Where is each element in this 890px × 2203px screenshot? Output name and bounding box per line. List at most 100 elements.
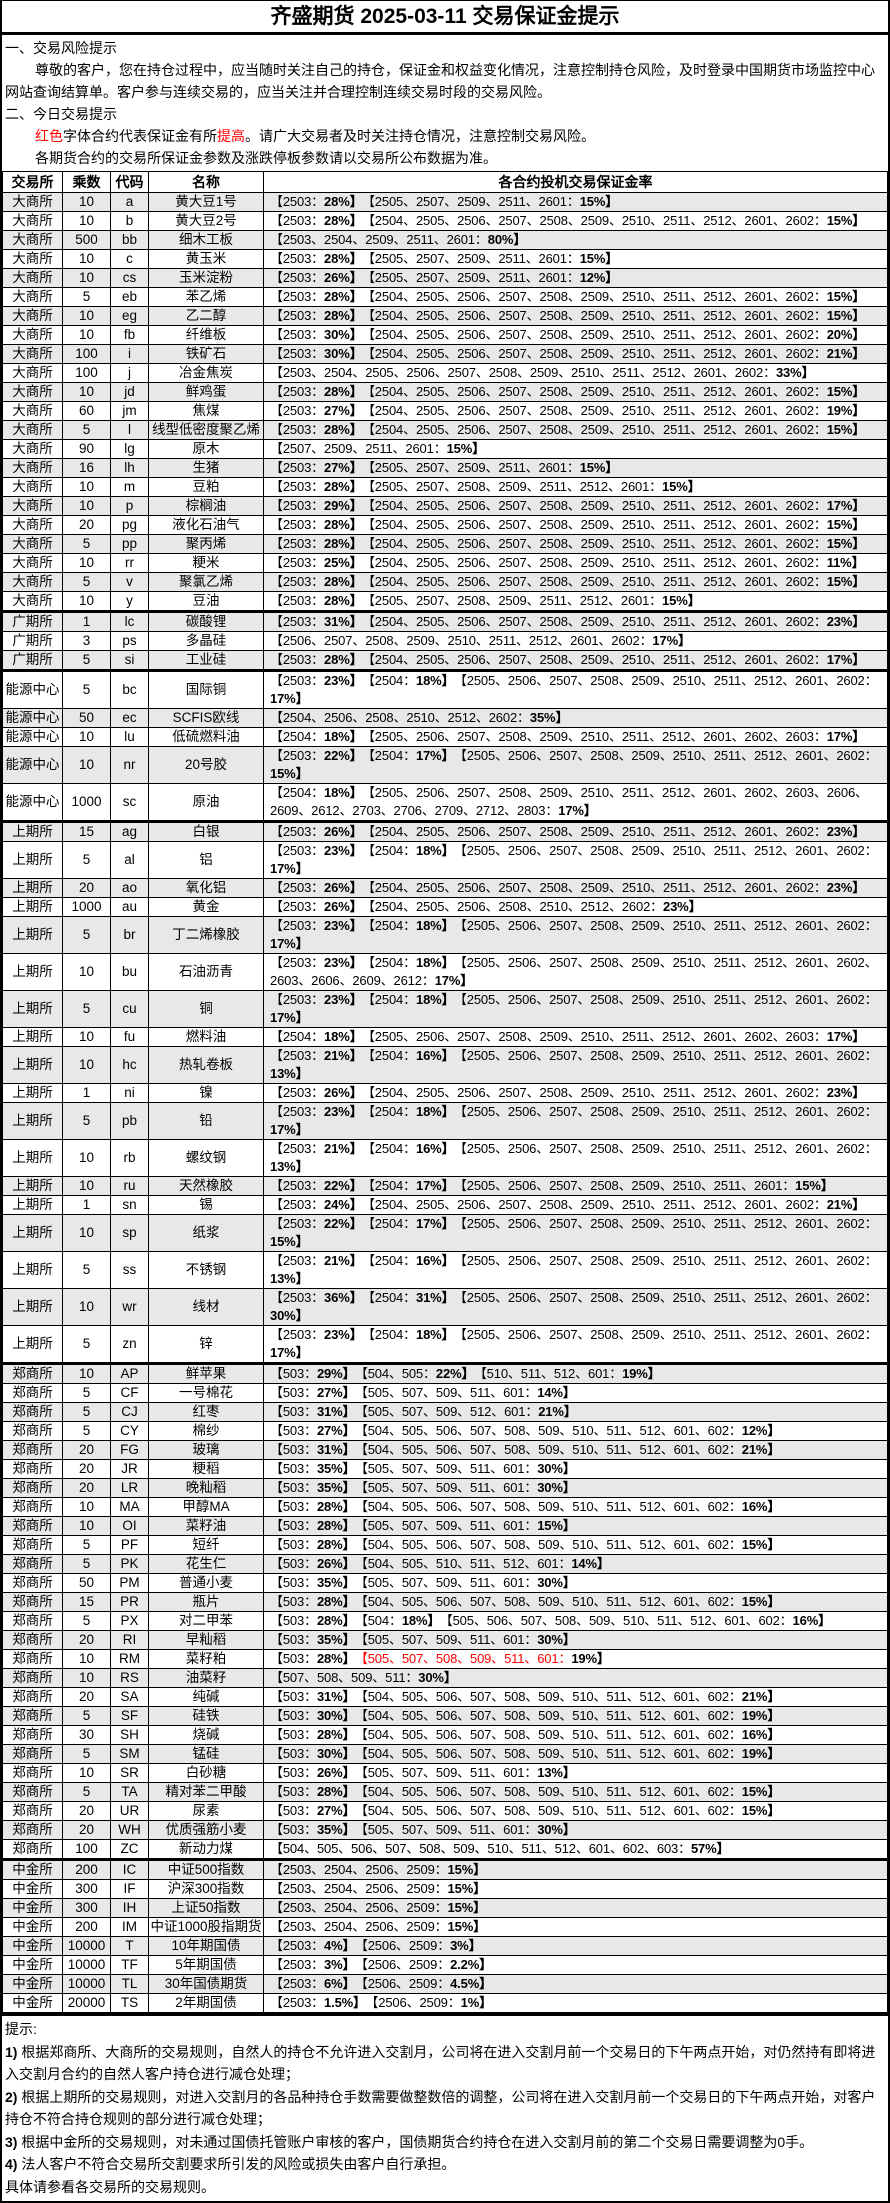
exchange-cell: 大商所 <box>2 382 63 402</box>
code-cell: ps <box>110 631 149 651</box>
contract-months: 【2503： <box>270 1290 325 1305</box>
contract-months: 【2503： <box>270 1216 325 1231</box>
code-cell: lu <box>110 727 149 747</box>
margin-segment: 【504、505、506、507、508、509、510、511、512、601… <box>361 1689 780 1704</box>
code-cell: sc <box>110 783 149 822</box>
table-row: 郑商所 20 WH 优质强筋小麦 【503：35%】 【505、507、509、511、6… <box>2 1820 888 1840</box>
name-cell: 锌 <box>148 1325 264 1364</box>
margin-segment: 【2504、2505、2506、2507、2508、2509、2510、2511… <box>368 422 865 437</box>
contract-months: 【2505、2506、2507、2508、2509、2510、2511、2512… <box>460 1253 878 1268</box>
exchange-cell: 大商所 <box>2 211 63 231</box>
contract-months: 【503： <box>270 1518 317 1533</box>
margin-rate: 17%】 <box>434 973 474 988</box>
margin-rate: 30%】 <box>418 1670 457 1685</box>
highlight-text: 提高 <box>217 128 245 144</box>
margin-rate: 27%】 <box>316 1423 356 1438</box>
margin-segment: 【2503：28%】 <box>270 536 363 551</box>
margin-segment: 【2503：28%】 <box>270 574 363 589</box>
margin-segment: 【503：31%】 <box>270 1689 356 1704</box>
margin-segment: 【503：30%】 <box>270 1746 356 1761</box>
contract-months: 【2503： <box>270 1178 325 1193</box>
contract-months: 【2503： <box>270 384 325 399</box>
exchange-cell: 大商所 <box>2 306 63 326</box>
margin-rate: 18%】 <box>324 785 363 800</box>
name-cell: 豆油 <box>148 591 264 612</box>
name-cell: 短纤 <box>148 1535 264 1555</box>
margin-rate-cell: 【2503：23%】 【2504：18%】 【2505、2506、2507、2508… <box>263 990 888 1028</box>
code-cell: hc <box>110 1046 149 1084</box>
exchange-cell: 大商所 <box>2 420 63 440</box>
margin-rate: 15%】 <box>826 384 866 399</box>
margin-segment: 【503：28%】 <box>270 1613 356 1628</box>
margin-rate: 30%】 <box>324 327 363 342</box>
margin-rate: 18%】 <box>415 1104 455 1119</box>
margin-rate: 21%】 <box>826 1197 866 1212</box>
exchange-cell: 上期所 <box>2 897 63 917</box>
multiplier-cell: 1000 <box>62 897 111 917</box>
contract-months: 【2505、2506、2507、2508、2509、2510、2511、2512… <box>270 955 878 988</box>
exchange-cell: 能源中心 <box>2 708 63 728</box>
multiplier-cell: 300 <box>62 1879 111 1899</box>
name-cell: 花生仁 <box>148 1554 264 1574</box>
contract-months: 【503： <box>270 1385 317 1400</box>
name-cell: 原木 <box>148 439 264 459</box>
margin-segment: 【2504、2505、2506、2507、2508、2509、2510、2511… <box>368 880 865 895</box>
table-row: 郑商所 50 PM 普通小麦 【503：35%】 【505、507、509、511、601… <box>2 1573 888 1593</box>
code-cell: IF <box>110 1879 149 1899</box>
name-cell: 纯碱 <box>148 1687 264 1707</box>
exchange-cell: 郑商所 <box>2 1801 63 1821</box>
margin-segment: 【2504：17%】 <box>368 1178 454 1193</box>
margin-rate-cell: 【2503：28%】 【2504、2505、2506、2507、2508、2509… <box>263 306 888 326</box>
margin-segment: 【2503：26%】 <box>270 824 363 839</box>
margin-rate: 17%】 <box>652 633 691 648</box>
name-cell: 纸浆 <box>148 1214 264 1252</box>
table-row: 大商所 60 jm 焦煤 【2503：27%】 【2504、2505、2506、2507、… <box>2 401 888 421</box>
margin-rate: 21%】 <box>538 1404 577 1419</box>
contract-months: 【2503： <box>270 918 325 933</box>
margin-segment: 【503：28%】 <box>270 1784 356 1799</box>
exchange-cell: 郑商所 <box>2 1383 63 1403</box>
multiplier-cell: 5 <box>62 1251 111 1289</box>
margin-segment: 【2503：25%】 <box>270 555 363 570</box>
code-cell: pg <box>110 515 149 535</box>
margin-segment: 【2504：18%】 <box>368 918 454 933</box>
exchange-cell: 上期所 <box>2 1251 63 1289</box>
margin-rate: 15%】 <box>270 766 309 781</box>
exchange-cell: 大商所 <box>2 496 63 516</box>
table-row: 郑商所 20 LR 晚籼稻 【503：35%】 【505、507、509、511、601：… <box>2 1478 888 1498</box>
margin-rate: 14%】 <box>537 1385 576 1400</box>
name-cell: 铝 <box>148 841 264 879</box>
margin-rate: 22%】 <box>324 1178 363 1193</box>
contract-months: 【2504： <box>368 1141 416 1156</box>
margin-rate: 23%】 <box>324 955 363 970</box>
code-cell: pp <box>110 534 149 554</box>
contract-months: 【504、505： <box>361 1366 436 1381</box>
exchange-cell: 郑商所 <box>2 1763 63 1783</box>
name-cell: 中证500指数 <box>148 1858 264 1880</box>
contract-months: 【2503： <box>270 1938 325 1953</box>
multiplier-cell: 10 <box>62 382 111 402</box>
margin-segment: 【2506、2509：3%】 <box>361 1938 481 1953</box>
name-cell: 原油 <box>148 783 264 822</box>
name-cell: 白砂糖 <box>148 1763 264 1783</box>
exchange-cell: 上期所 <box>2 841 63 879</box>
margin-segment: 【2503：28%】 <box>270 652 363 667</box>
code-cell: ss <box>110 1251 149 1289</box>
code-cell: SA <box>110 1687 149 1707</box>
table-row: 上期所 5 al 铝【2503：23%】 【2504：18%】 【2505、2506、25… <box>2 841 888 879</box>
exchange-cell: 能源中心 <box>2 669 63 709</box>
code-cell: ru <box>110 1176 149 1196</box>
name-cell: 普通小麦 <box>148 1573 264 1593</box>
margin-segment: 【2504、2505、2506、2507、2508、2509、2510、2511… <box>368 1197 865 1212</box>
margin-rate: 17%】 <box>415 748 455 763</box>
margin-segment: 【503：35%】 <box>270 1822 356 1837</box>
margin-segment: 【2505、2506、2507、2508、2509、2510、2511、2512… <box>270 1290 878 1323</box>
note-text: 根据郑商所、大商所的交易规则，自然人的持仓不允许进入交割月，公司将在进入交割月前… <box>5 2043 876 2083</box>
margin-rate-cell: 【2504：18%】 【2505、2506、2507、2508、2509、2510… <box>263 783 888 822</box>
multiplier-cell: 5 <box>62 650 111 671</box>
margin-segment: 【2505、2506、2507、2508、2509、2510、2511、2512… <box>270 918 878 951</box>
contract-months: 【2504、2505、2506、2507、2508、2509、2510、2511… <box>368 880 827 895</box>
margin-rate-cell: 【503：35%】 【505、507、509、511、601：30%】 <box>263 1630 888 1650</box>
margin-rate: 14%】 <box>571 1556 610 1571</box>
margin-rate-cell: 【503：29%】 【504、505：22%】 【510、511、512、601：1… <box>263 1362 888 1384</box>
